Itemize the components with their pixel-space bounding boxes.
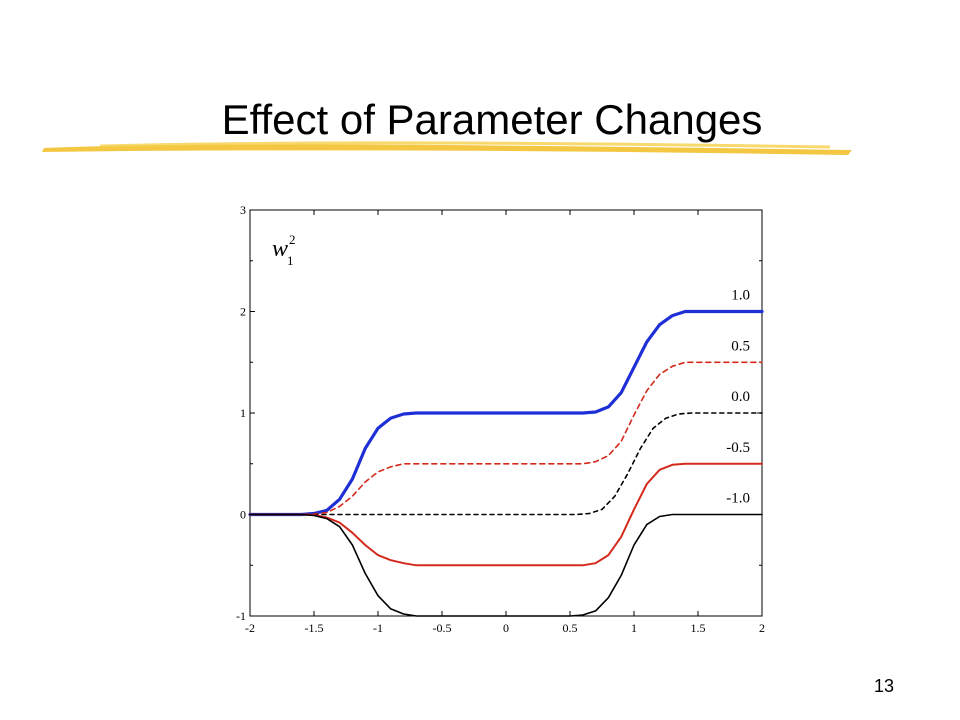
y-axis-label-superscript: 2 <box>289 232 296 247</box>
x-tick-label: 1 <box>631 621 637 635</box>
y-tick-label: -1 <box>236 609 246 623</box>
x-tick-label: -2 <box>245 621 255 635</box>
y-tick-label: 0 <box>240 508 246 522</box>
x-tick-label: 2 <box>759 621 765 635</box>
series-label-1: 1.0 <box>731 288 750 304</box>
x-tick-label: 1.5 <box>691 621 706 635</box>
tick-labels: -2 -1.5 -1 -0.5 0 0.5 1 1.5 2 -1 0 1 2 3 <box>236 203 765 635</box>
x-tick-label: -0.5 <box>433 621 452 635</box>
series-lines <box>248 309 764 617</box>
x-tick-label: 0.5 <box>563 621 578 635</box>
series-label-4: -0.5 <box>726 440 750 456</box>
y-tick-label: 2 <box>240 305 246 319</box>
y-axis-label: w <box>272 236 288 262</box>
series-label-2: 0.5 <box>731 338 750 354</box>
series-line-5 <box>249 513 763 617</box>
series-line-1 <box>248 309 764 517</box>
series-label-3: 0.0 <box>731 389 750 405</box>
series-line-3 <box>249 412 763 516</box>
slide-number: 13 <box>873 676 894 696</box>
series-line-2 <box>249 361 763 516</box>
series-label-5: -1.0 <box>726 491 750 507</box>
x-tick-label: -1 <box>373 621 383 635</box>
y-axis-label-subscript: 1 <box>287 253 294 268</box>
title-highlight-stroke <box>42 141 852 155</box>
series-labels: 1.0 0.5 0.0 -0.5 -1.0 <box>726 288 750 507</box>
series-line-4 <box>249 462 763 567</box>
slide-title: Effect of Parameter Changes <box>221 96 763 143</box>
x-tick-label: -1.5 <box>305 621 324 635</box>
y-tick-label: 3 <box>240 203 246 217</box>
y-tick-label: 1 <box>240 406 246 420</box>
x-tick-label: 0 <box>503 621 509 635</box>
